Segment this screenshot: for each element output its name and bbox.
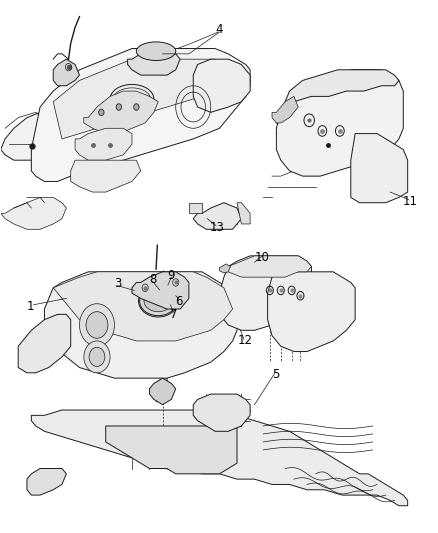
Text: 6: 6: [175, 295, 183, 308]
Polygon shape: [27, 469, 66, 495]
Polygon shape: [75, 128, 132, 160]
Polygon shape: [193, 394, 250, 431]
Circle shape: [99, 109, 104, 116]
Text: 10: 10: [254, 251, 269, 264]
Polygon shape: [31, 49, 250, 181]
Ellipse shape: [144, 290, 172, 312]
Ellipse shape: [136, 42, 175, 61]
Polygon shape: [350, 134, 407, 203]
Text: 3: 3: [114, 277, 121, 290]
Polygon shape: [272, 96, 297, 123]
Polygon shape: [237, 203, 250, 224]
Circle shape: [84, 341, 110, 373]
Text: 8: 8: [149, 273, 156, 286]
Polygon shape: [127, 49, 180, 75]
Polygon shape: [193, 59, 250, 112]
Polygon shape: [223, 256, 311, 277]
Circle shape: [79, 304, 114, 346]
Text: 7: 7: [170, 308, 177, 321]
Circle shape: [89, 348, 105, 367]
Polygon shape: [219, 256, 311, 330]
Polygon shape: [132, 272, 188, 309]
Text: 13: 13: [209, 221, 224, 234]
Polygon shape: [193, 203, 241, 229]
Polygon shape: [18, 314, 71, 373]
Polygon shape: [188, 203, 201, 213]
Polygon shape: [84, 91, 158, 134]
Circle shape: [86, 312, 108, 338]
Circle shape: [134, 104, 139, 110]
Polygon shape: [267, 272, 354, 352]
Text: 1: 1: [27, 300, 34, 313]
Text: 4: 4: [215, 23, 223, 36]
Polygon shape: [276, 70, 403, 176]
Ellipse shape: [139, 286, 177, 316]
Polygon shape: [219, 264, 230, 273]
Text: 5: 5: [271, 368, 279, 382]
Text: 11: 11: [402, 195, 417, 208]
Polygon shape: [53, 272, 232, 341]
Polygon shape: [106, 426, 237, 474]
Text: 9: 9: [167, 269, 175, 281]
Circle shape: [116, 104, 121, 110]
Polygon shape: [53, 59, 228, 139]
Polygon shape: [44, 272, 237, 378]
Text: 12: 12: [237, 334, 252, 348]
Polygon shape: [53, 59, 79, 86]
Polygon shape: [31, 410, 407, 506]
Polygon shape: [71, 160, 141, 192]
Polygon shape: [1, 112, 53, 160]
Polygon shape: [1, 197, 66, 229]
Polygon shape: [149, 378, 175, 405]
Polygon shape: [280, 70, 398, 112]
